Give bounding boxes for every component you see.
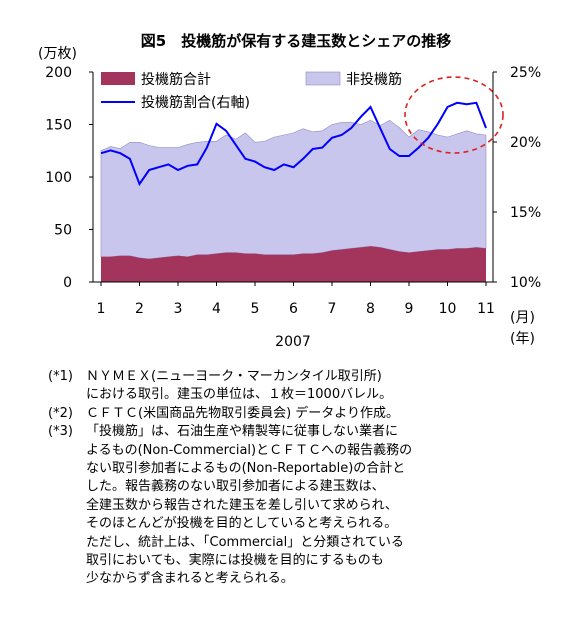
axes: 0 50 100 150 200 10% 15% 20% 25% 1 2 3 4 5 6 7 8 9 10 11 (月)… [45,65,541,350]
y-right-tick-label: 10% [510,275,541,291]
y-left-tick-label: 100 [45,170,72,186]
non-speculative-area [100,119,487,260]
footnote-line: した。報告義務のない取引参加者による建玉数は、 [86,479,385,495]
x-tick-label: 1 [97,301,106,317]
footnote-line: ない取引参加者によるもの(Non-Reportable)の合計と [86,461,406,477]
footnote-line: そのほとんどが投機を目的としていると考えられる。 [86,516,398,532]
year-label: 2007 [275,334,311,350]
highlight-ellipse [404,76,504,154]
footnote-line: 少なからず含まれると考えられる。 [86,571,294,587]
x-tick-label: 4 [212,301,221,317]
y-right-tick-label: 15% [510,205,541,221]
footnote-line: 全建玉数から報告された建玉を差し引いて求められ、 [86,497,398,513]
y-right-tick-label: 25% [510,65,541,81]
footnote-marker: (*2) [48,405,73,421]
x-tick-label: 3 [174,301,183,317]
x-tick-label: 11 [477,301,495,317]
y-left-unit: (万枚) [38,46,77,62]
y-left-tick-label: 200 [45,65,72,81]
x-unit-month: (月) [510,310,535,326]
x-tick-label: 10 [439,301,457,317]
footnote-line: における取引。建玉の単位は、１枚＝1000バレル。 [86,387,393,403]
footnote: (*1) ＮＹＭＥＸ(ニューヨーク・マーカンタイル取引所) における取引。建玉の単位… [48,368,578,405]
legend-swatch-non-speculative [305,71,341,86]
x-tick-label: 2 [135,301,144,317]
footnote-marker: (*1) [48,369,73,384]
legend-label-non-speculative: 非投機筋 [346,71,402,88]
footnote-marker: (*3) [48,424,73,440]
footnote-line: ＮＹＭＥＸ(ニューヨーク・マーカンタイル取引所) [86,369,382,384]
speculative-total-area [101,246,486,282]
legend-label-speculative: 投機筋合計 [141,71,211,88]
x-unit-year: (年) [510,331,535,347]
footnote-line: 「投機筋」は、石油生産や精製等に従事しない業者に [86,424,399,440]
footnotes: (*1) ＮＹＭＥＸ(ニューヨーク・マーカンタイル取引所) における取引。建玉の単位… [48,368,578,589]
chart-title: 図5 投機筋が保有する建玉数とシェアの推移 [141,32,451,50]
footnote-line: ＣＦＴＣ(米国商品先物取引委員会) データより作成。 [86,405,400,421]
x-tick-label: 5 [251,301,260,317]
x-tick-label: 8 [366,301,375,317]
plot-area [100,76,504,282]
x-tick-label: 7 [328,301,337,317]
x-tick-label: 9 [405,301,414,317]
footnote: (*3) 「投機筋」は、石油生産や精製等に従事しない業者に よるもの(Non-Com… [48,423,578,589]
y-right-tick-label: 20% [510,135,541,151]
chart: 図5 投機筋が保有する建玉数とシェアの推移 (万枚) 0 50 100 150 200 1… [38,32,541,350]
legend-label-ratio: 投機筋割合(右軸) [141,94,250,111]
y-left-tick-label: 150 [45,118,72,134]
footnote: (*2) ＣＦＴＣ(米国商品先物取引委員会) データより作成。 [48,405,578,423]
y-left-tick-label: 50 [54,223,72,239]
y-left-tick-label: 0 [63,275,72,291]
x-tick-label: 6 [289,301,298,317]
legend-swatch-speculative [101,72,135,85]
footnote-line: 取引においても、実際には投機を目的にするものも [86,553,384,569]
footnote-line: よるもの(Non-Commercial)とＣＦＴＣへの報告義務の [86,442,413,458]
footnote-line: ただし、統計上は、「Commercial」と分類されている [86,534,404,550]
